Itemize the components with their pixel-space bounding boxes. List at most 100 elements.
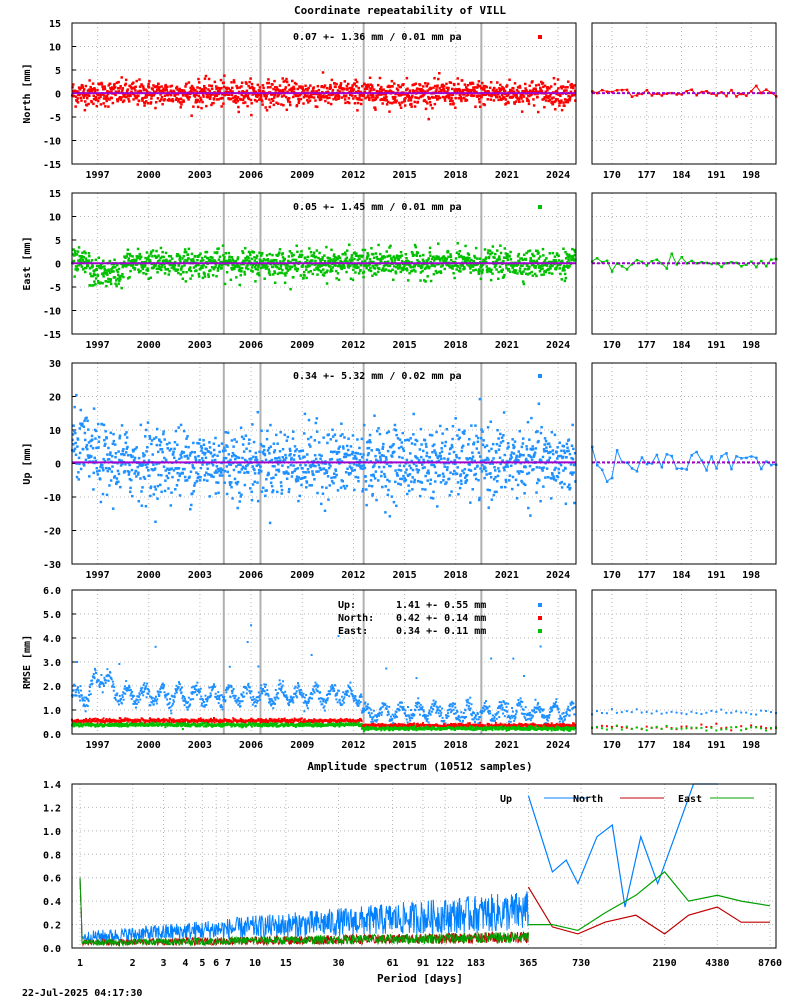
north-ytick-label: -10 <box>43 137 61 148</box>
spectrum-xtick-label: 5 <box>199 958 205 969</box>
spectrum-xtick-label: 365 <box>519 958 537 969</box>
east-frame <box>71 192 577 335</box>
spectrum-xtick-label: 6 <box>213 958 219 969</box>
rmse-xtick-label: 2009 <box>290 740 314 751</box>
spectrum-ytick-label: 0.8 <box>43 850 61 861</box>
east-ytick-label: -5 <box>49 283 61 294</box>
east-points <box>71 242 778 291</box>
spectrum-xtick-label: 730 <box>572 958 590 969</box>
spectrum-noise <box>79 877 529 948</box>
spectrum-xtick-label: 183 <box>467 958 485 969</box>
up-ytick-label: -10 <box>43 493 61 504</box>
rmse-ytick-label: 1.0 <box>43 706 61 717</box>
spectrum-xtick-label: 4 <box>182 958 188 969</box>
north-frame <box>71 22 577 165</box>
north-xtick-label: 2012 <box>341 170 365 181</box>
north-xtick-label: 2000 <box>137 170 161 181</box>
rmse-ytick-label: 0.0 <box>43 730 61 741</box>
up-ytick-label: 0 <box>55 460 61 471</box>
rmse-xtick-label: 2000 <box>137 740 161 751</box>
rmse-legend-text: 0.42 +- 0.14 mm <box>396 613 486 624</box>
east-stat-marker <box>538 205 542 209</box>
spectrum-xtick-label: 8760 <box>758 958 782 969</box>
east-ytick-label: 10 <box>49 213 61 224</box>
spectrum-xtick-label: 10 <box>249 958 261 969</box>
rmse-legend-marker <box>538 616 542 620</box>
spectrum-xtick-label: 122 <box>436 958 454 969</box>
figure-title: Coordinate repeatability of VILL <box>294 4 506 17</box>
north-zoom-xtick-label: 184 <box>672 170 690 181</box>
north-xtick-label: 2003 <box>188 170 212 181</box>
up-ytick-label: -20 <box>43 527 61 538</box>
rmse-xtick-label: 2024 <box>546 740 570 751</box>
east-ytick-label: -10 <box>43 307 61 318</box>
east-zoom-xtick-label: 198 <box>742 340 760 351</box>
rmse-xtick-label: 2021 <box>495 740 519 751</box>
east-xtick-label: 2018 <box>444 340 468 351</box>
north-xtick-label: 2015 <box>393 170 417 181</box>
north-xtick-label: 2006 <box>239 170 263 181</box>
rmse-xtick-label: 1997 <box>86 740 110 751</box>
spectrum-ytick-label: 1.4 <box>43 780 61 791</box>
north-zoom-xtick-label: 191 <box>707 170 725 181</box>
spectrum-xtick-label: 61 <box>386 958 398 969</box>
north-xtick-label: 2009 <box>290 170 314 181</box>
up-xtick-label: 2003 <box>188 570 212 581</box>
north-xtick-label: 2018 <box>444 170 468 181</box>
rmse-zoom-xtick-label: 170 <box>603 740 621 751</box>
up-ytick-label: 20 <box>49 393 61 404</box>
rmse-zoom-xtick-label: 191 <box>707 740 725 751</box>
spectrum-legend-label: East <box>678 794 702 805</box>
spectrum-series-north <box>527 886 770 935</box>
rmse-xtick-label: 2006 <box>239 740 263 751</box>
north-zoom-xtick-label: 170 <box>603 170 621 181</box>
east-xtick-label: 2000 <box>137 340 161 351</box>
up-ytick-label: -30 <box>43 560 61 571</box>
spectrum-ytick-label: 1.2 <box>43 803 61 814</box>
up-xtick-label: 2018 <box>444 570 468 581</box>
up-ytick-label: 10 <box>49 426 61 437</box>
spectrum-series-up <box>527 783 718 908</box>
north-xtick-label: 2021 <box>495 170 519 181</box>
rmse-ytick-label: 2.0 <box>43 682 61 693</box>
spectrum-title: Amplitude spectrum (10512 samples) <box>307 760 532 773</box>
north-ytick-label: 10 <box>49 43 61 54</box>
north-panel: 15 10 5 0 -5 -10 -15 1997 2000 2003 2006 2009 2012 20… <box>22 19 778 181</box>
north-points <box>71 71 778 121</box>
spectrum-xtick-label: 2190 <box>653 958 677 969</box>
east-xtick-label: 2024 <box>546 340 570 351</box>
east-stat-text: 0.05 +- 1.45 mm / 0.01 mm pa <box>293 202 462 213</box>
up-xtick-label: 1997 <box>86 570 110 581</box>
up-points <box>71 393 778 525</box>
east-panel: 15 10 5 0 -5 -10 -15 1997 2000 2003 2006 2009 2012 20… <box>22 189 778 351</box>
east-xtick-label: 2012 <box>341 340 365 351</box>
up-zoom-xtick-label: 184 <box>672 570 690 581</box>
north-zoom-xtick-label: 198 <box>742 170 760 181</box>
up-xtick-label: 2006 <box>239 570 263 581</box>
north-stat-text: 0.07 +- 1.36 mm / 0.01 mm pa <box>293 32 462 43</box>
north-ytick-label: 15 <box>49 19 61 30</box>
up-stat-marker <box>538 374 542 378</box>
north-ytick-label: 5 <box>55 66 61 77</box>
up-xtick-label: 2021 <box>495 570 519 581</box>
spectrum-series-east <box>528 871 771 932</box>
north-ytick-label: -5 <box>49 113 61 124</box>
east-ytick-label: 5 <box>55 236 61 247</box>
rmse-legend-name: Up: <box>338 600 356 611</box>
up-xtick-label: 2015 <box>393 570 417 581</box>
up-xtick-label: 2012 <box>341 570 365 581</box>
spectrum-xtick-label: 1 <box>77 958 83 969</box>
east-xtick-label: 1997 <box>86 340 110 351</box>
spectrum-xtick-label: 30 <box>333 958 345 969</box>
spectrum-frame <box>71 783 777 949</box>
up-ytick-label: 30 <box>49 359 61 370</box>
spectrum-xtick-label: 91 <box>417 958 429 969</box>
up-xtick-label: 2000 <box>137 570 161 581</box>
rmse-xtick-label: 2018 <box>444 740 468 751</box>
spectrum-xtick-label: 15 <box>280 958 292 969</box>
east-ylabel: East [mm] <box>22 236 33 290</box>
rmse-frame <box>71 589 577 735</box>
spectrum-ytick-label: 0.4 <box>43 897 61 908</box>
up-xtick-label: 2009 <box>290 570 314 581</box>
